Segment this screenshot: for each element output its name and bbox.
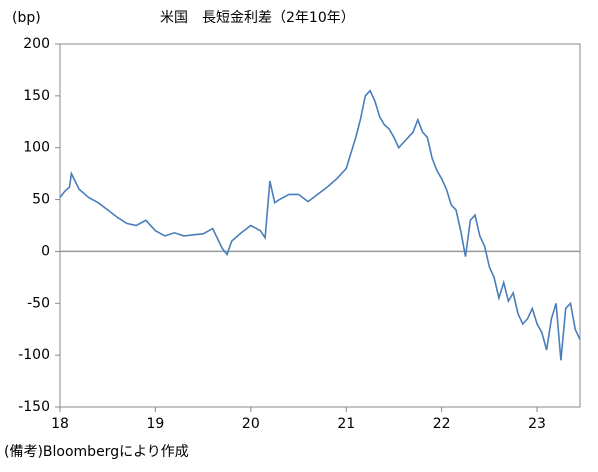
y-tick-label: 0 (41, 243, 50, 259)
y-tick-label: -100 (18, 347, 50, 363)
x-tick-label: 20 (242, 416, 260, 432)
x-tick-label: 22 (433, 416, 451, 432)
y-tick-label: -150 (18, 399, 50, 415)
y-unit: (bp) (12, 10, 41, 26)
y-tick-label: 100 (23, 140, 50, 156)
note: (備考)Bloombergにより作成 (4, 444, 189, 460)
y-tick-label: 200 (23, 36, 50, 52)
line-series (59, 89, 581, 361)
y-tick-label: 150 (23, 88, 50, 104)
y-tick-label: 50 (32, 192, 50, 208)
chart-title: 米国 長短金利差（2年10年） (160, 10, 355, 26)
x-tick-label: 19 (146, 416, 164, 432)
x-tick-label: 21 (337, 416, 355, 432)
x-tick-label: 23 (528, 416, 546, 432)
y-tick-label: -50 (27, 295, 50, 311)
plot-frame (59, 43, 581, 408)
x-tick-label: 18 (51, 416, 69, 432)
